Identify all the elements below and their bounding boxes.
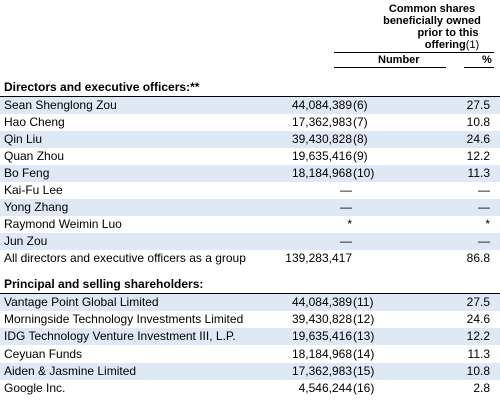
holder-name: Jun Zou [4, 234, 48, 248]
share-number: — [340, 234, 352, 248]
table-row: Raymond Weimin Luo * * [0, 216, 500, 233]
table-row: Google Inc. 4,546,244 (16) 2.8 [0, 380, 500, 397]
header-footnote-ref: (1) [465, 39, 480, 51]
share-percent: 12.2 [466, 149, 490, 163]
share-percent: 24.6 [466, 312, 490, 327]
holder-name: Vantage Point Global Limited [4, 295, 159, 309]
table-row: Sean Shenglong Zou 44,084,389 (6) 27.5 [0, 97, 500, 114]
table-row: Vantage Point Global Limited 44,084,389 (1… [0, 294, 500, 311]
directors-section-title: Directors and executive officers:** [4, 80, 200, 94]
header-underline [334, 52, 494, 53]
column-underline-number [334, 67, 446, 68]
share-percent: 10.8 [466, 115, 490, 129]
holder-name: Ceyuan Funds [4, 346, 83, 361]
share-percent: 2.8 [473, 381, 490, 395]
header-line-2: beneficially owned [383, 15, 481, 27]
holder-name: IDG Technology Venture Investment III, L… [4, 329, 236, 344]
holder-name: Aiden & Jasmine Limited [4, 363, 137, 378]
table-row: Hao Cheng 17,362,983 (7) 10.8 [0, 114, 500, 131]
header-line-4: offering(1) [368, 39, 496, 51]
share-number: 139,283,417 [285, 251, 352, 265]
column-pct-header: % [482, 54, 492, 66]
share-percent: 11.3 [467, 346, 490, 361]
shareholders-title-rule [0, 293, 500, 294]
share-percent: 11.3 [467, 166, 490, 180]
table-row: Aiden & Jasmine Limited 17,362,983 (15) 10.… [0, 362, 500, 380]
share-number: 18,184,968 [291, 346, 352, 361]
table-row: Ceyuan Funds 18,184,968 (14) 11.3 [0, 346, 500, 363]
share-number: 39,430,828 [291, 312, 352, 327]
share-percent: * [485, 217, 490, 231]
table-row: Yong Zhang — — [0, 199, 500, 216]
shareholders-section-title: Principal and selling shareholders: [4, 277, 204, 291]
holder-name: Bo Feng [4, 166, 50, 180]
share-percent: 27.5 [466, 98, 490, 112]
holder-name: Google Inc. [4, 381, 66, 395]
holder-name: Sean Shenglong Zou [4, 98, 117, 112]
column-underline-pct [464, 67, 494, 68]
share-percent: 24.6 [466, 132, 490, 146]
holder-name: All directors and executive officers as … [4, 251, 246, 265]
share-percent: 10.8 [466, 363, 490, 378]
share-number: 19,635,416 [291, 149, 352, 163]
footnote-ref: (11) [353, 295, 374, 309]
footnote-ref: (16) [353, 381, 375, 395]
header-offering: offering [424, 39, 466, 51]
table-row: Qin Liu 39,430,828 (8) 24.6 [0, 131, 500, 148]
footnote-ref: (10) [353, 166, 375, 180]
footnote-ref: (12) [353, 312, 375, 327]
directors-title-rule [0, 96, 500, 97]
share-percent: — [478, 200, 490, 214]
table-row: Bo Feng 18,184,968 (10) 11.3 [0, 165, 500, 182]
footnote-ref: (7) [353, 115, 368, 129]
holder-name: Raymond Weimin Luo [4, 217, 122, 231]
table-row: Kai-Fu Lee — — [0, 182, 500, 199]
holder-name: Kai-Fu Lee [4, 183, 63, 197]
table-row: Quan Zhou 19,635,416 (9) 12.2 [0, 148, 500, 165]
table-row: Jun Zou — — [0, 233, 500, 250]
share-number: 4,546,244 [298, 381, 352, 395]
share-percent: — [478, 234, 490, 248]
column-group-header: Common shares beneficially owned prior t… [368, 3, 496, 51]
holder-name: Quan Zhou [4, 149, 65, 163]
share-number: 17,362,983 [291, 363, 352, 378]
footnote-ref: (9) [353, 149, 368, 163]
holder-name: Qin Liu [4, 132, 43, 146]
share-number: * [347, 217, 352, 231]
share-percent: 12.2 [466, 329, 490, 344]
column-number-header: Number [378, 54, 420, 66]
holder-name: Hao Cheng [4, 115, 65, 129]
share-number: 17,362,983 [291, 115, 352, 129]
share-number: 39,430,828 [291, 132, 352, 146]
table-row: Morningside Technology Investments Limit… [0, 311, 500, 328]
share-number: 19,635,416 [291, 329, 352, 344]
share-number: — [340, 200, 352, 214]
footnote-ref: (14) [353, 346, 375, 361]
share-number: 18,184,968 [291, 166, 352, 180]
footnote-ref: (6) [353, 98, 368, 112]
header-line-3: prior to this [417, 27, 479, 39]
footnote-ref: (8) [353, 132, 368, 146]
table-row: IDG Technology Venture Investment III, L… [0, 328, 500, 346]
share-percent: — [478, 183, 490, 197]
footnote-ref: (15) [353, 363, 375, 378]
table-row: All directors and executive officers as … [0, 250, 500, 267]
share-number: 44,084,389 [291, 295, 352, 309]
holder-name: Yong Zhang [4, 200, 69, 214]
header-line-1: Common shares [388, 3, 476, 15]
share-percent: 27.5 [466, 295, 490, 309]
holder-name: Morningside Technology Investments Limit… [4, 312, 244, 327]
share-number: — [340, 183, 352, 197]
share-percent: 86.8 [466, 251, 490, 265]
footnote-ref: (13) [353, 329, 375, 344]
share-number: 44,084,389 [291, 98, 352, 112]
